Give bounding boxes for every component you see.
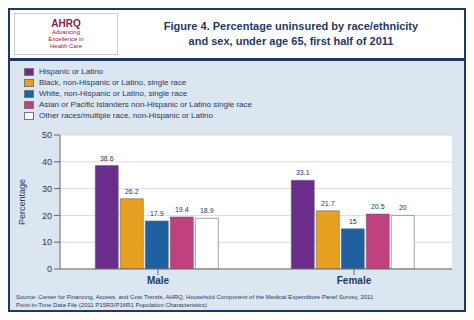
svg-text:21.7: 21.7	[321, 200, 335, 207]
svg-text:Percentage: Percentage	[17, 179, 27, 225]
html-text:Figure 4. Percentage uninsured: Figure 4. Percentage uninsured by race/e…	[163, 20, 419, 47]
html-text:Other races/multiple race, non: Other races/multiple race, non-Hispanic …	[39, 111, 213, 120]
html-text:Asian or Pacific Islanders non: Asian or Pacific Islanders non-Hispanic …	[39, 100, 252, 109]
svg-text:19.4: 19.4	[175, 206, 189, 213]
svg-text:40: 40	[42, 157, 52, 167]
html-text:Hispanic or Latino: Hispanic or Latino	[39, 67, 103, 76]
svg-text:20: 20	[399, 204, 407, 211]
svg-text:20: 20	[42, 211, 52, 221]
svg-text:33.1: 33.1	[296, 169, 310, 176]
svg-text:10: 10	[42, 237, 52, 247]
svg-text:50: 50	[42, 130, 52, 140]
html-text:AHRQ: AHRQ	[51, 18, 81, 29]
svg-text:26.2: 26.2	[125, 188, 139, 195]
svg-text:15: 15	[349, 218, 357, 225]
svg-text:Male: Male	[147, 275, 170, 286]
svg-text:20.5: 20.5	[371, 203, 385, 210]
html-text:Advancing Excellence in Health: Advancing Excellence in Health Care	[48, 29, 84, 49]
svg-text:Female: Female	[337, 275, 372, 286]
svg-text:18.9: 18.9	[200, 207, 214, 214]
svg-text:38.6: 38.6	[100, 155, 114, 162]
svg-text:17.9: 17.9	[150, 210, 164, 217]
svg-text:0: 0	[47, 264, 52, 274]
html-text:White, non-Hispanic or Latino,: White, non-Hispanic or Latino, single ra…	[39, 89, 188, 98]
html-text:Black, non-Hispanic or Latino,: Black, non-Hispanic or Latino, single ra…	[39, 78, 187, 87]
html-text:Source: Center for Financing,: Source: Center for Financing, Access, an…	[16, 294, 374, 308]
svg-text:30: 30	[42, 184, 52, 194]
